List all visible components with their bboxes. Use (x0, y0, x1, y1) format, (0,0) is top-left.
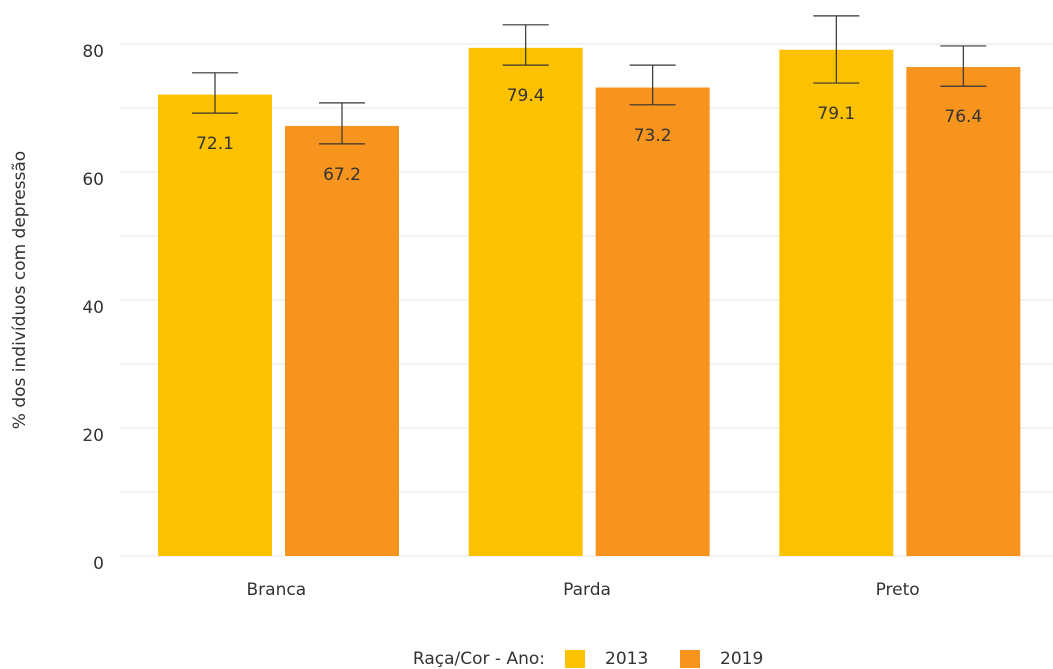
x-tick-label: Preto (876, 580, 920, 600)
bar (779, 49, 894, 556)
x-tick-label: Branca (247, 580, 307, 600)
y-tick-label: 60 (82, 170, 104, 190)
bar (285, 125, 399, 557)
legend-title: Raça/Cor - Ano: (413, 649, 545, 669)
legend-label: 2019 (720, 649, 763, 669)
bar (595, 87, 710, 557)
legend-label: 2013 (605, 649, 648, 669)
data-label: 67.2 (323, 165, 361, 185)
bar (468, 47, 583, 557)
data-label: 73.2 (634, 126, 672, 146)
legend-swatch (565, 650, 585, 668)
y-tick-label: 20 (82, 426, 104, 446)
data-label: 79.1 (817, 104, 855, 124)
y-tick-label: 80 (82, 42, 104, 62)
legend-swatch (680, 650, 700, 668)
y-tick-label: 0 (93, 554, 104, 574)
data-label: 72.1 (196, 134, 234, 154)
bar (158, 94, 272, 556)
y-tick-label: 40 (82, 298, 104, 318)
data-label: 79.4 (507, 86, 545, 106)
x-tick-label: Parda (563, 580, 611, 600)
y-axis-title: % dos indivíduos com depressão (10, 151, 30, 429)
bar (906, 67, 1021, 556)
data-label: 76.4 (944, 107, 982, 127)
